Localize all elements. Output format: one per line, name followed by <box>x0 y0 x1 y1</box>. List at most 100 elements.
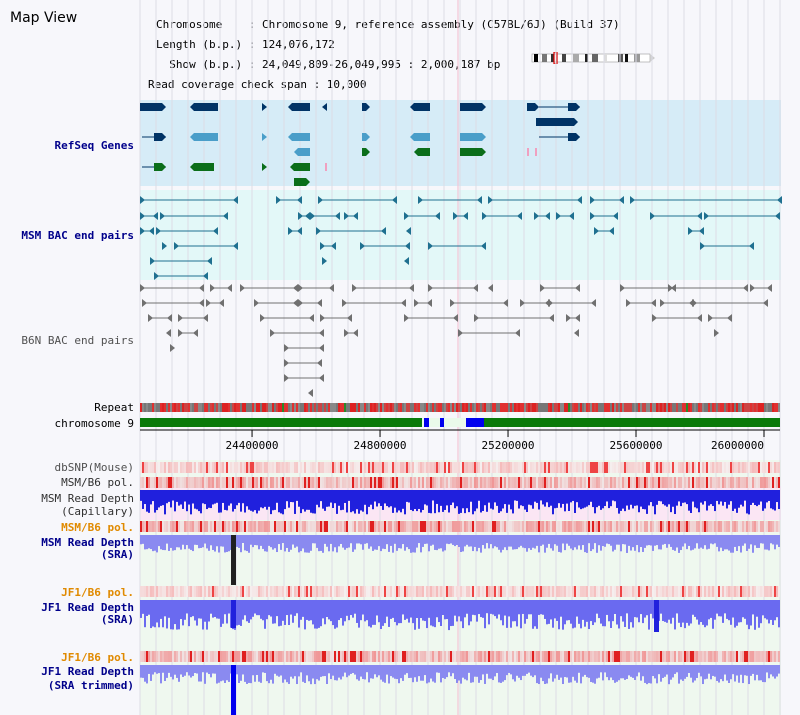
b6n-bac-pair-end[interactable] <box>193 329 198 337</box>
msm-bac-pair-end[interactable] <box>140 212 145 220</box>
refseq-gene[interactable] <box>410 133 430 141</box>
b6n-bac-pair-end[interactable] <box>763 299 768 307</box>
msm-bac-pair-end[interactable] <box>404 212 409 220</box>
b6n-bac-pair-end[interactable] <box>227 284 232 292</box>
msm-bac-pair-end[interactable] <box>477 196 482 204</box>
b6n-bac-pair-end[interactable] <box>309 314 314 322</box>
b6n-bac-pair-end[interactable] <box>167 314 172 322</box>
b6n-bac-pair-end[interactable] <box>344 329 349 337</box>
b6n-bac-pair-end[interactable] <box>284 344 289 352</box>
b6n-bac-pair-end[interactable] <box>254 299 259 307</box>
msm-bac-pair-end[interactable] <box>305 212 310 220</box>
b6n-bac-pair-end[interactable] <box>692 299 697 307</box>
refseq-gene[interactable] <box>568 133 580 141</box>
b6n-bac-pair-end[interactable] <box>626 299 631 307</box>
b6n-bac-pair-end[interactable] <box>319 329 324 337</box>
refseq-gene[interactable] <box>262 133 267 141</box>
refseq-gene[interactable] <box>535 148 537 156</box>
msm-bac-pair-end[interactable] <box>590 196 595 204</box>
msm-bac-pair-end[interactable] <box>650 212 655 220</box>
msm-bac-pair-end[interactable] <box>310 212 315 220</box>
msm-bac-pair-end[interactable] <box>577 196 582 204</box>
msm-bac-pair-end[interactable] <box>418 196 423 204</box>
refseq-gene[interactable] <box>536 118 578 126</box>
msm-bac-pair-end[interactable] <box>140 227 145 235</box>
b6n-bac-pair-end[interactable] <box>473 284 478 292</box>
msm-bac-pair-end[interactable] <box>276 196 281 204</box>
b6n-bac-pair-end[interactable] <box>317 299 322 307</box>
b6n-bac-pair-end[interactable] <box>342 299 347 307</box>
b6n-bac-pair-end[interactable] <box>148 314 153 322</box>
msm-bac-pair-end[interactable] <box>298 212 303 220</box>
msm-bac-pair-end[interactable] <box>392 196 397 204</box>
b6n-bac-pair-end[interactable] <box>515 329 520 337</box>
b6n-bac-pair-end[interactable] <box>320 314 325 322</box>
b6n-bac-pair-end[interactable] <box>660 299 665 307</box>
msm-bac-pair-end[interactable] <box>688 227 693 235</box>
b6n-bac-pair-end[interactable] <box>293 284 298 292</box>
msm-bac-pair-end[interactable] <box>482 212 487 220</box>
b6n-bac-pair-end[interactable] <box>284 374 289 382</box>
b6n-bac-pair-end[interactable] <box>284 359 289 367</box>
refseq-gene[interactable] <box>414 148 430 156</box>
b6n-bac-pair[interactable] <box>166 329 171 337</box>
msm-bac-pair-end[interactable] <box>174 242 179 250</box>
b6n-bac-pair-end[interactable] <box>347 314 352 322</box>
msm-bac-pair-end[interactable] <box>154 272 159 280</box>
refseq-gene[interactable] <box>294 178 310 186</box>
b6n-bac-pair-end[interactable] <box>428 284 433 292</box>
b6n-bac-pair-end[interactable] <box>450 299 455 307</box>
refseq-gene[interactable] <box>262 163 267 171</box>
b6n-bac-pair-end[interactable] <box>319 374 324 382</box>
b6n-bac-pair-end[interactable] <box>540 284 545 292</box>
msm-bac-pair-end[interactable] <box>297 196 302 204</box>
msm-bac-pair[interactable] <box>406 227 411 235</box>
msm-bac-pair[interactable] <box>162 242 167 250</box>
msm-bac-pair-end[interactable] <box>160 212 165 220</box>
b6n-bac-pair-end[interactable] <box>503 299 508 307</box>
b6n-bac-pair-end[interactable] <box>206 299 211 307</box>
b6n-bac-pair-end[interactable] <box>199 284 204 292</box>
refseq-gene[interactable] <box>325 163 327 171</box>
b6n-bac-pair-end[interactable] <box>270 329 275 337</box>
msm-bac-pair-end[interactable] <box>233 196 238 204</box>
b6n-bac-pair-end[interactable] <box>329 284 334 292</box>
msm-bac-pair-end[interactable] <box>609 227 614 235</box>
b6n-bac-pair-end[interactable] <box>549 314 554 322</box>
msm-bac-pair-end[interactable] <box>545 212 550 220</box>
msm-bac-pair-end[interactable] <box>453 212 458 220</box>
msm-bac-pair-end[interactable] <box>556 212 561 220</box>
msm-bac-pair-end[interactable] <box>331 242 336 250</box>
refseq-gene[interactable] <box>527 148 529 156</box>
refseq-gene[interactable] <box>288 133 310 141</box>
msm-bac-pair-end[interactable] <box>344 212 349 220</box>
b6n-bac-pair-end[interactable] <box>767 284 772 292</box>
msm-bac-pair-end[interactable] <box>150 257 155 265</box>
b6n-bac-pair[interactable] <box>574 329 579 337</box>
msm-bac-pair-end[interactable] <box>149 227 154 235</box>
msm-bac-pair-end[interactable] <box>153 212 158 220</box>
msm-bac-pair-end[interactable] <box>613 212 618 220</box>
b6n-bac-pair-end[interactable] <box>548 299 553 307</box>
b6n-bac-pair-end[interactable] <box>319 344 324 352</box>
msm-bac-pair-end[interactable] <box>360 242 365 250</box>
b6n-bac-pair-end[interactable] <box>219 299 224 307</box>
refseq-gene[interactable] <box>362 103 370 111</box>
b6n-bac-pair-end[interactable] <box>453 314 458 322</box>
refseq-gene[interactable] <box>262 103 267 111</box>
refseq-gene[interactable] <box>154 163 166 171</box>
refseq-gene[interactable] <box>362 133 370 141</box>
b6n-bac-pair-end[interactable] <box>750 284 755 292</box>
b6n-bac-pair[interactable] <box>488 284 493 292</box>
msm-bac-pair-end[interactable] <box>223 212 228 220</box>
msm-bac-pair-end[interactable] <box>697 212 702 220</box>
b6n-bac-pair-end[interactable] <box>620 284 625 292</box>
msm-bac-pair-end[interactable] <box>569 212 574 220</box>
msm-bac-pair-end[interactable] <box>749 242 754 250</box>
b6n-bac-pair-end[interactable] <box>142 299 147 307</box>
msm-bac-pair-end[interactable] <box>488 196 493 204</box>
b6n-bac-pair-end[interactable] <box>520 299 525 307</box>
b6n-bac-pair-end[interactable] <box>293 299 298 307</box>
msm-bac-pair-end[interactable] <box>594 227 599 235</box>
